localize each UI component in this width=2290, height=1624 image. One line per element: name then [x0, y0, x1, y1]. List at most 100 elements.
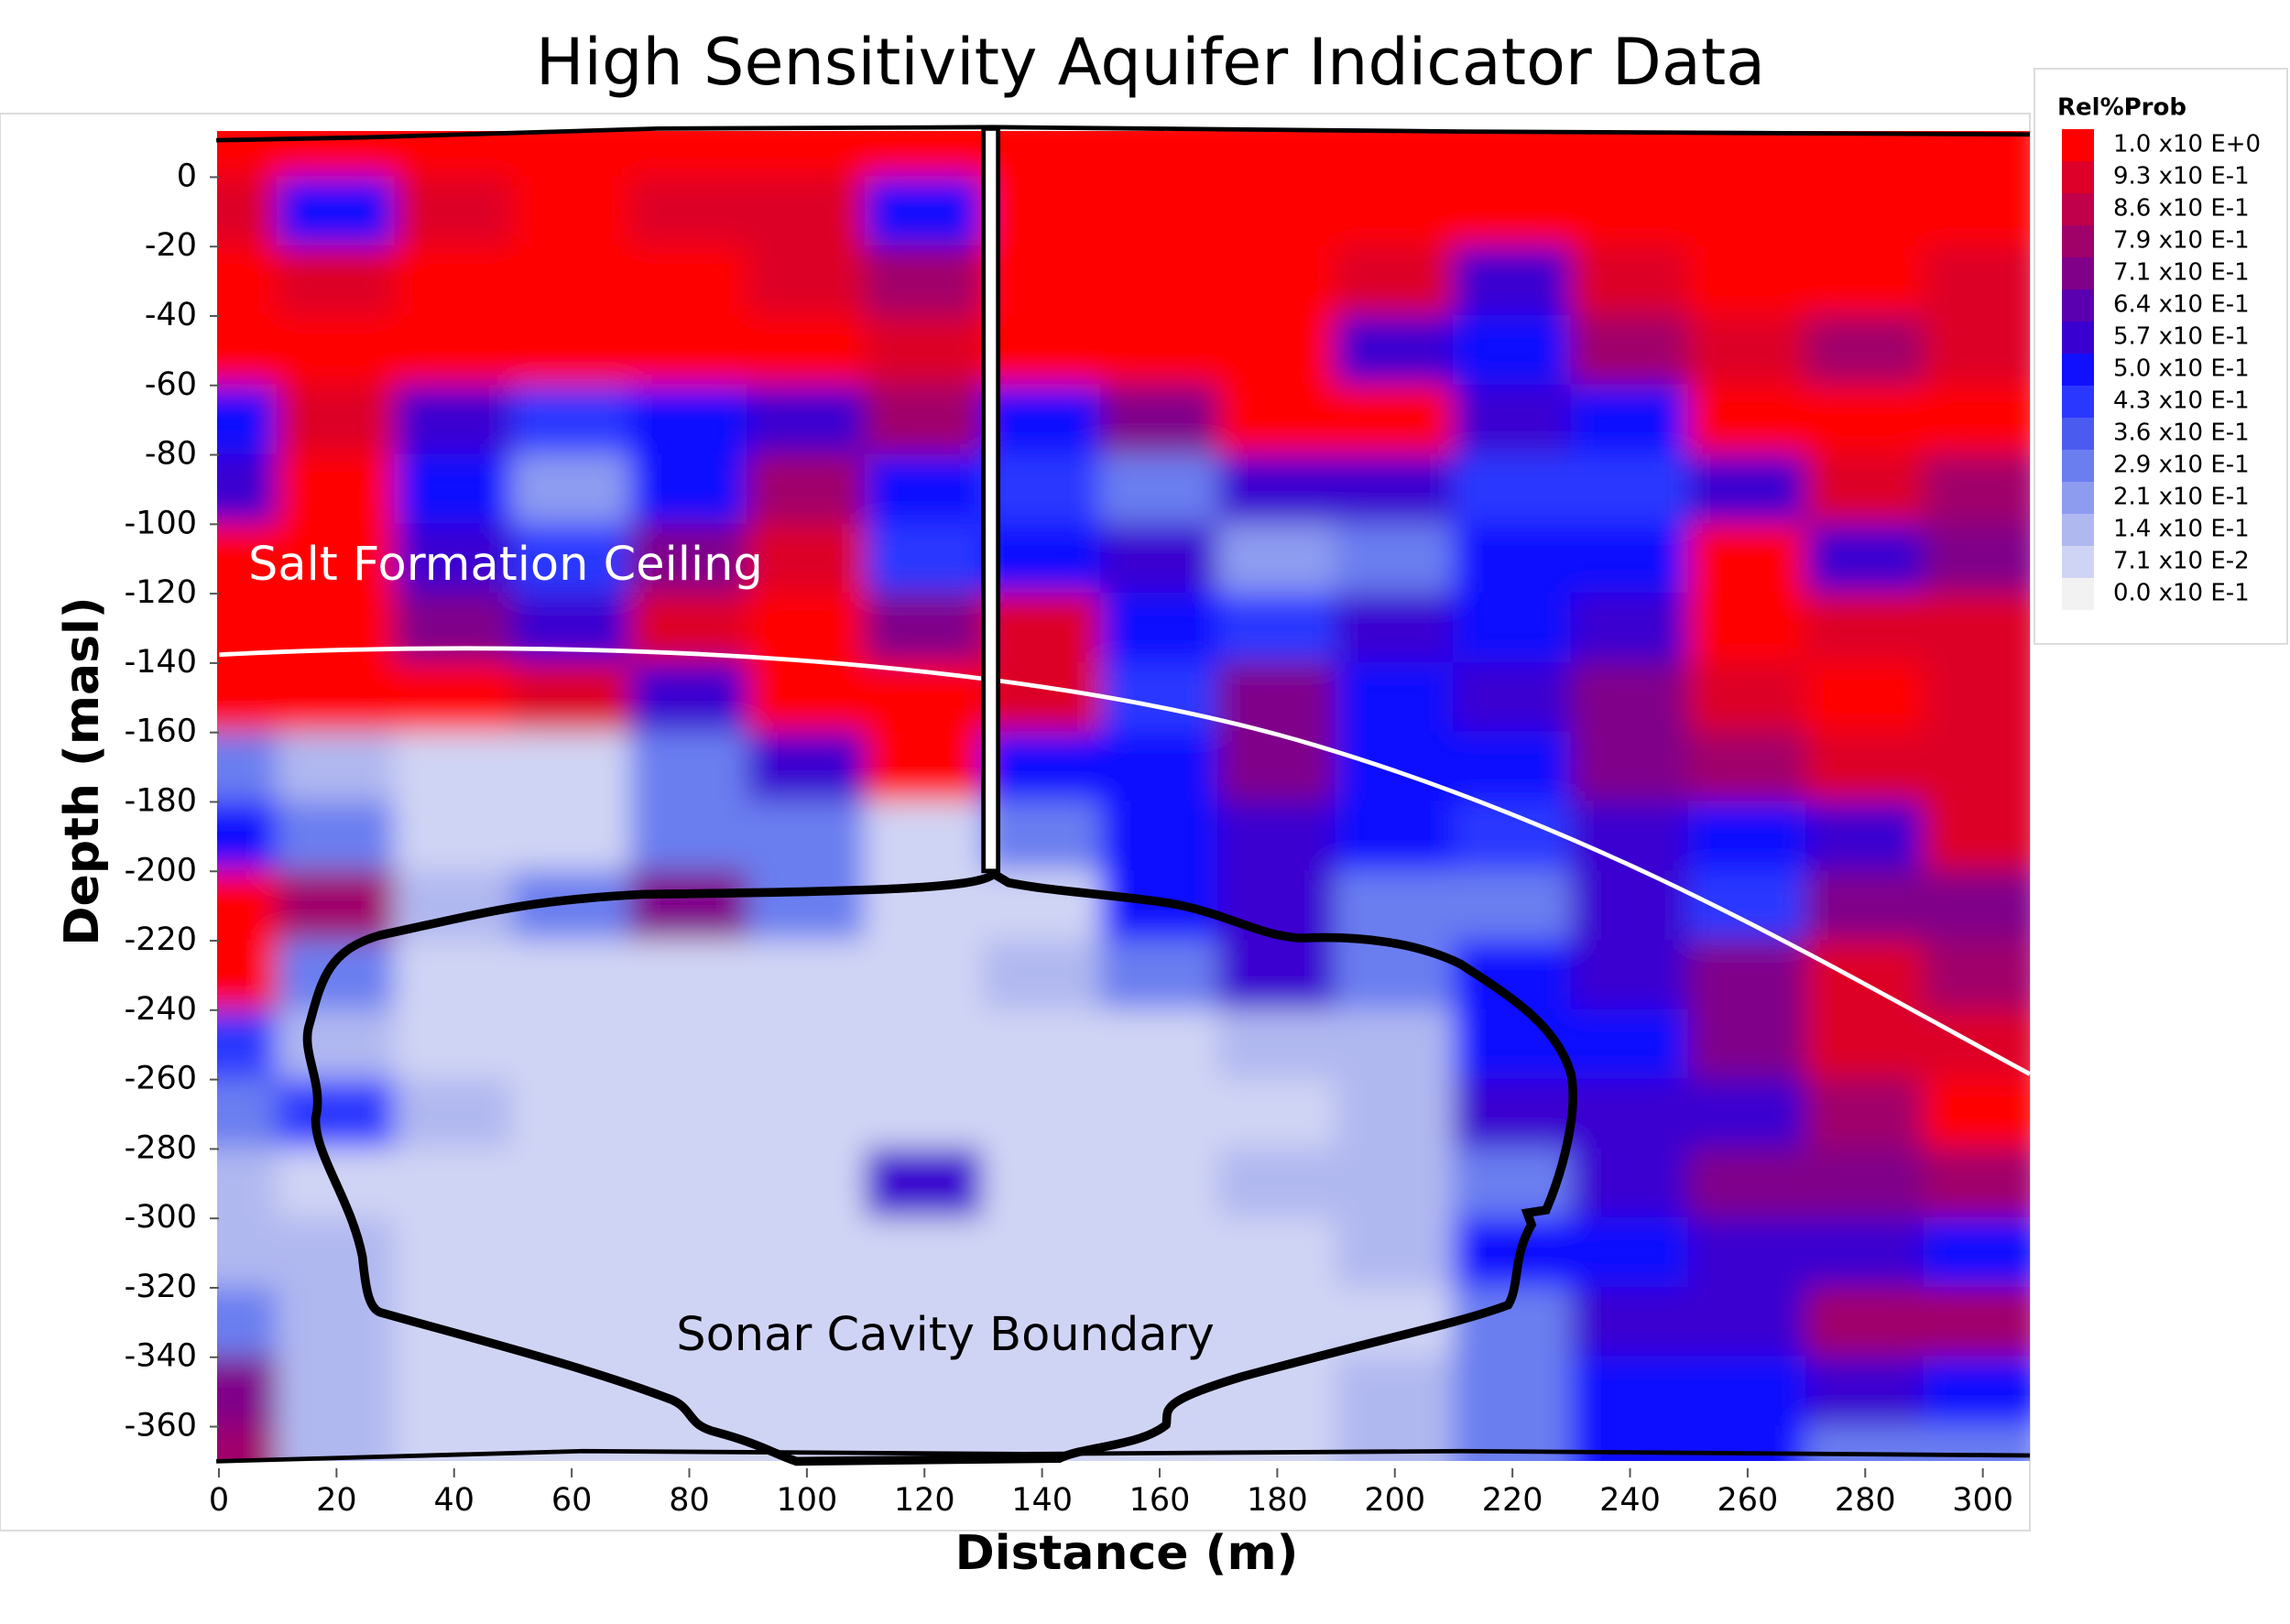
contour-cell: [1452, 661, 1573, 734]
legend-label: 1.4 x10 E-1: [2113, 516, 2250, 543]
contour-cell: [1335, 593, 1455, 664]
contour-cell: [1099, 801, 1220, 873]
contour-cell: [1452, 176, 1573, 248]
contour-cell: [217, 453, 279, 526]
contour-cell: [1217, 1425, 1337, 1461]
contour-cell: [1217, 593, 1337, 664]
chart-title: High Sensitivity Aquifer Indicator Data: [536, 25, 1765, 100]
y-tick-label: -40: [145, 297, 197, 333]
contour-cell: [1923, 731, 2030, 803]
x-tick-label: 120: [894, 1482, 955, 1519]
contour-cell: [217, 314, 279, 387]
contour-cell: [511, 731, 632, 803]
contour-cell: [1923, 1148, 2030, 1220]
contour-cell: [629, 1078, 749, 1150]
contour-cell: [1805, 245, 1925, 317]
legend-label: 4.3 x10 E-1: [2113, 387, 2250, 415]
contour-cell: [747, 1148, 867, 1220]
contour-cell: [629, 176, 749, 248]
contour-cell: [277, 314, 397, 387]
y-tick-label: -260: [125, 1061, 197, 1097]
contour-cell: [1570, 801, 1690, 873]
contour-cell: [1099, 314, 1220, 387]
contour-cell: [865, 731, 985, 803]
contour-cell: [1805, 1217, 1925, 1289]
contour-cell: [1687, 384, 1808, 456]
contour-cell: [394, 314, 514, 387]
contour-cell: [865, 1286, 985, 1358]
contour-cell: [217, 1356, 279, 1428]
contour-cell: [511, 1425, 632, 1461]
contour-cell: [394, 593, 514, 664]
contour-cell: [1217, 245, 1337, 317]
contour-cell: [1805, 131, 1925, 179]
contour-cell: [394, 453, 514, 526]
contour-cell: [865, 131, 985, 179]
contour-cell: [1687, 731, 1808, 803]
contour-cell: [1099, 384, 1220, 456]
y-tick-label: 0: [177, 158, 197, 194]
contour-cell: [1099, 131, 1220, 179]
contour-cell: [865, 1078, 985, 1150]
y-tick-label: -340: [125, 1338, 197, 1375]
contour-cell: [1805, 801, 1925, 873]
contour-cell: [1099, 523, 1220, 595]
contour-cell: [1335, 1148, 1455, 1220]
y-tick-label: -240: [125, 991, 197, 1028]
contour-cell: [1099, 593, 1220, 664]
contour-cell: [865, 1148, 985, 1220]
contour-cell: [277, 245, 397, 317]
contour-cell: [1923, 523, 2030, 595]
y-tick-label: -180: [125, 782, 197, 819]
contour-cell: [982, 1217, 1102, 1289]
contour-cell: [1217, 1148, 1337, 1220]
contour-cell: [1570, 453, 1690, 526]
contour-cell: [1570, 384, 1690, 456]
contour-cell: [1217, 453, 1337, 526]
contour-cell: [1923, 661, 2030, 734]
contour-cell: [511, 1078, 632, 1150]
contour-cell: [865, 523, 985, 595]
contour-cell: [394, 523, 514, 595]
y-tick-label: -300: [125, 1199, 197, 1236]
x-tick-label: 100: [776, 1482, 837, 1519]
contour-cell: [982, 384, 1102, 456]
legend-swatch: [2062, 418, 2094, 450]
contour-cell: [1452, 314, 1573, 387]
contour-cell: [277, 453, 397, 526]
contour-cell: [1570, 523, 1690, 595]
contour-cell: [1923, 1078, 2030, 1150]
contour-cell: [747, 1078, 867, 1150]
contour-cell: [1805, 453, 1925, 526]
contour-cell: [511, 1217, 632, 1289]
contour-cell: [1217, 801, 1337, 873]
contour-cell: [747, 1286, 867, 1358]
cavity-boundary: [302, 868, 1577, 1466]
contour-cell: [1923, 801, 2030, 873]
contour-cell: [747, 940, 867, 1011]
contour-cell: [1452, 1078, 1573, 1150]
contour-cell: [511, 801, 632, 873]
legend-label: 5.0 x10 E-1: [2113, 355, 2250, 383]
y-tick-label: -20: [145, 227, 197, 264]
contour-cell: [982, 1078, 1102, 1150]
contour-cell: [865, 453, 985, 526]
contour-cell: [1217, 314, 1337, 387]
contour-cell: [747, 1425, 867, 1461]
contour-cell: [511, 314, 632, 387]
contour-cell: [1805, 1356, 1925, 1428]
y-tick-label: -160: [125, 714, 197, 750]
contour-cell: [217, 1148, 279, 1220]
contour-cell: [1805, 523, 1925, 595]
contour-cell: [1923, 940, 2030, 1011]
contour-cell: [1687, 1356, 1808, 1428]
contour-cell: [1452, 384, 1573, 456]
y-tick-label: -140: [125, 644, 197, 681]
contour-cell: [1805, 870, 1925, 943]
contour-cell: [394, 384, 514, 456]
y-tick-label: -100: [125, 505, 197, 541]
contour-cell: [1570, 1148, 1690, 1220]
contour-cell: [1687, 1078, 1808, 1150]
contour-cell: [217, 1008, 279, 1081]
legend-label: 7.1 x10 E-2: [2113, 548, 2250, 575]
